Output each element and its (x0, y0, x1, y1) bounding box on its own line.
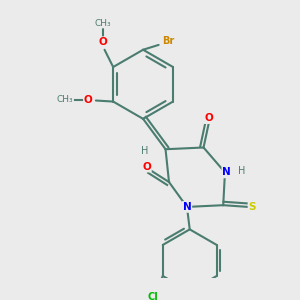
Text: Br: Br (162, 36, 174, 46)
Text: CH₃: CH₃ (57, 95, 74, 104)
Text: N: N (183, 202, 191, 212)
Text: O: O (84, 95, 93, 105)
Text: O: O (98, 37, 107, 47)
Text: H: H (238, 166, 245, 176)
Text: H: H (141, 146, 148, 156)
Text: S: S (248, 202, 256, 212)
Text: O: O (142, 161, 151, 172)
Text: O: O (204, 113, 213, 123)
Text: Cl: Cl (148, 292, 158, 300)
Text: CH₃: CH₃ (94, 19, 111, 28)
Text: N: N (222, 167, 231, 177)
